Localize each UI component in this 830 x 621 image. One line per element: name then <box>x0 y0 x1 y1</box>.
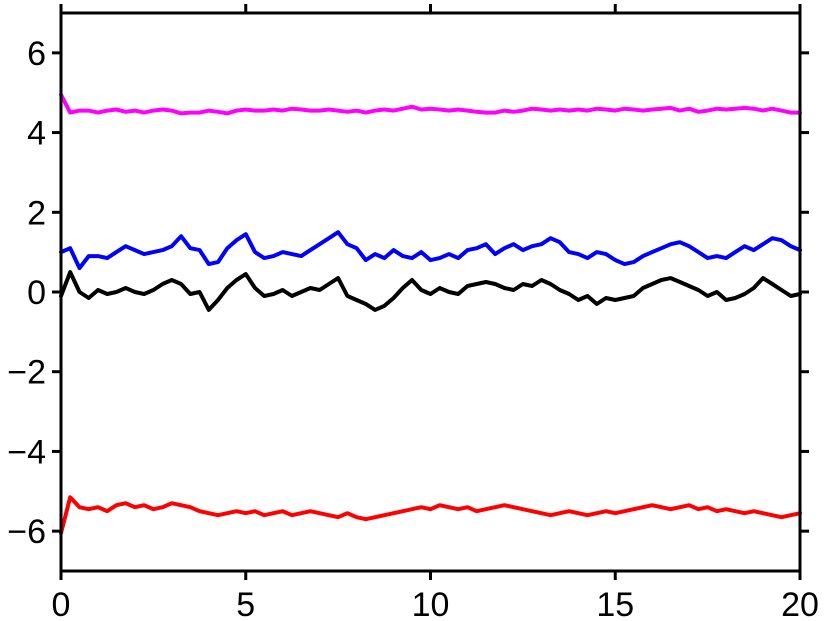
series-line-3 <box>59 270 802 312</box>
y-tick-label: 2 <box>27 194 46 232</box>
series-line-4 <box>59 495 802 536</box>
y-tick-label: 4 <box>27 115 46 153</box>
y-tick-label: −2 <box>7 354 46 392</box>
y-tick-label: 6 <box>27 35 46 73</box>
tick-layer <box>52 4 809 580</box>
x-tick-label: 20 <box>781 586 819 621</box>
tick-label-layer: 0 5 10 15 20 −6 −4 −2 0 2 4 6 <box>7 35 819 621</box>
x-tick-label: 10 <box>412 586 450 621</box>
x-tick-label: 5 <box>236 586 255 621</box>
x-tick-label: 0 <box>52 586 71 621</box>
x-tick-label: 15 <box>596 586 634 621</box>
y-tick-label: 0 <box>27 274 46 312</box>
y-tick-label: −6 <box>7 513 46 551</box>
y-tick-label: −4 <box>7 433 46 471</box>
series-line-1 <box>59 92 802 116</box>
series-layer <box>59 92 802 536</box>
series-line-2 <box>59 230 802 271</box>
